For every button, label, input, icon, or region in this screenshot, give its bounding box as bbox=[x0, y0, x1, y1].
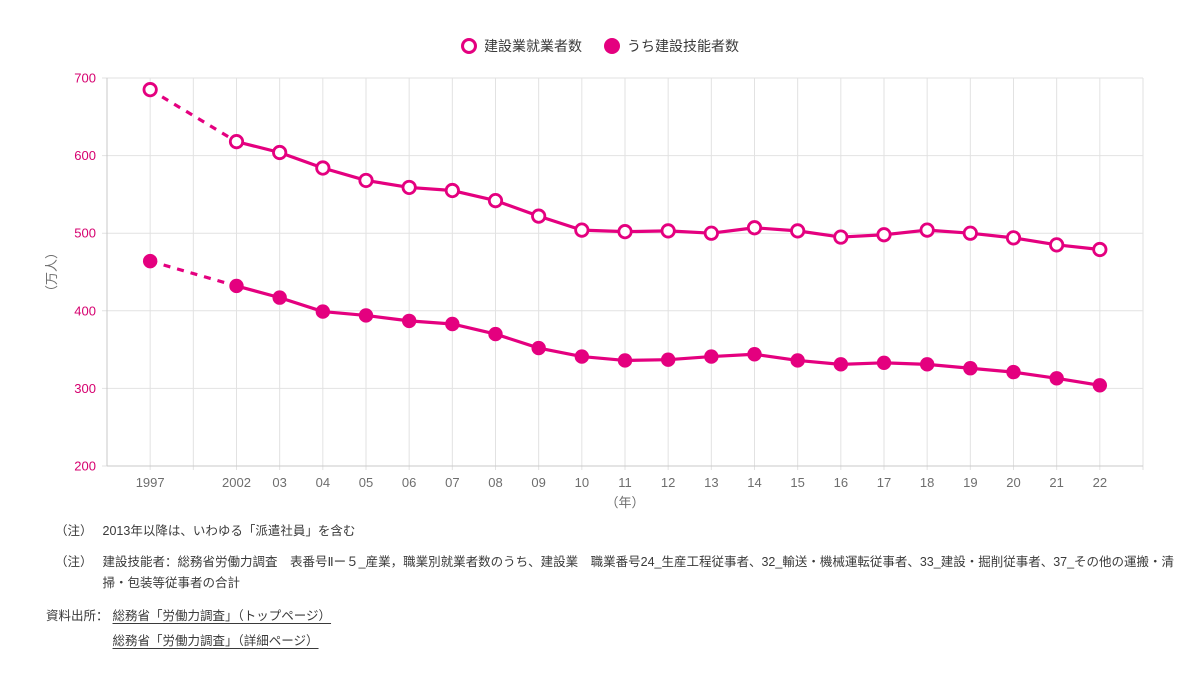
y-axis-tick-label: 200 bbox=[74, 459, 96, 474]
note-2: （注） 建設技能者：総務省労働力調査 表番号Ⅱー５_産業，職業別就業者数のうち、… bbox=[55, 552, 1175, 594]
data-point-open bbox=[833, 229, 849, 245]
y-axis-title: （万人） bbox=[44, 246, 59, 298]
filled-circle-marker-icon bbox=[604, 38, 620, 54]
source-link-top-page[interactable]: 総務省「労働力調査」（トップページ） bbox=[112, 609, 332, 623]
y-axis-tick-label: 600 bbox=[74, 148, 96, 163]
data-point-filled bbox=[229, 278, 244, 294]
x-axis-tick-label: 17 bbox=[877, 475, 891, 490]
data-point-open bbox=[617, 224, 633, 240]
note-label: （注） bbox=[55, 524, 93, 538]
data-point-open bbox=[660, 223, 676, 239]
data-point-filled bbox=[1049, 371, 1064, 386]
data-point-open bbox=[1092, 241, 1108, 258]
data-point-open bbox=[746, 220, 763, 236]
data-point-filled bbox=[833, 357, 849, 372]
data-point-open bbox=[358, 172, 374, 189]
data-point-filled bbox=[574, 349, 590, 364]
data-point-filled bbox=[531, 340, 546, 356]
x-axis-tick-label: 22 bbox=[1093, 475, 1107, 490]
data-point-open bbox=[790, 223, 806, 239]
data-point-open bbox=[574, 222, 590, 238]
line-chart: 200 300 400 500 600 700 1997 2002 03 04 05 06 07 08 09… bbox=[44, 71, 1144, 510]
x-axis-tick-label: 04 bbox=[316, 475, 330, 490]
data-point-filled bbox=[315, 304, 331, 319]
x-axis-tick-label: 1997 bbox=[136, 475, 165, 490]
note-label: （注） bbox=[55, 555, 93, 569]
note-1: （注） 2013年以降は、いわゆる「派遣社員」を含む bbox=[55, 521, 355, 542]
data-point-open bbox=[444, 182, 460, 199]
source-label: 資料出所： bbox=[46, 609, 109, 623]
x-axis-tick-label: 13 bbox=[704, 475, 718, 490]
data-point-open bbox=[962, 225, 978, 241]
data-point-filled bbox=[1092, 378, 1108, 393]
x-axis-tick-label: 2002 bbox=[222, 475, 251, 490]
data-point-filled bbox=[790, 353, 805, 368]
x-axis-tick-label: 20 bbox=[1006, 475, 1020, 490]
data-point-open bbox=[315, 160, 331, 176]
legend-item-skilled-workers: うち建設技能者数 bbox=[604, 36, 739, 56]
series-dashed-segment bbox=[149, 259, 237, 288]
data-point-filled bbox=[358, 308, 374, 323]
data-point-filled bbox=[704, 349, 719, 364]
note-text: 2013年以降は、いわゆる「派遣社員」を含む bbox=[102, 524, 356, 538]
legend-label: 建設業就業者数 bbox=[484, 38, 582, 54]
source-attribution: 資料出所： 総務省「労働力調査」（トップページ） 総務省「労働力調査」（詳細ペー… bbox=[46, 606, 341, 652]
data-point-open bbox=[487, 193, 504, 209]
x-axis-title: （年） bbox=[605, 495, 644, 510]
data-point-filled bbox=[272, 290, 287, 305]
data-point-open bbox=[1049, 237, 1065, 253]
data-point-filled bbox=[660, 352, 676, 367]
x-axis-tick-label: 07 bbox=[445, 475, 459, 490]
x-axis-tick-label: 10 bbox=[575, 475, 589, 490]
x-axis-tick-label: 08 bbox=[488, 475, 502, 490]
data-point-open bbox=[1005, 230, 1022, 246]
data-point-filled bbox=[747, 347, 762, 362]
data-point-filled bbox=[919, 357, 935, 372]
data-point-open bbox=[401, 179, 417, 196]
data-point-open bbox=[919, 222, 935, 238]
note-text: 建設技能者：総務省労働力調査 表番号Ⅱー５_産業，職業別就業者数のうち、建設業 … bbox=[102, 555, 1175, 590]
y-axis-tick-label: 400 bbox=[74, 303, 96, 318]
data-point-filled bbox=[963, 361, 978, 376]
data-point-filled bbox=[1006, 364, 1021, 380]
legend-item-employment: 建設業就業者数 bbox=[461, 36, 582, 56]
data-point-open bbox=[531, 208, 547, 224]
x-axis-tick-label: 14 bbox=[747, 475, 761, 490]
data-point-filled bbox=[445, 316, 460, 332]
x-axis-tick-label: 06 bbox=[402, 475, 416, 490]
data-point-filled bbox=[401, 313, 417, 329]
series-dashed-segment bbox=[149, 88, 238, 144]
chart-legend: 建設業就業者数 うち建設技能者数 bbox=[0, 36, 1200, 56]
x-axis-tick-label: 03 bbox=[272, 475, 286, 490]
x-axis-tick-label: 18 bbox=[920, 475, 934, 490]
y-axis-tick-label: 300 bbox=[74, 381, 96, 396]
source-link-detail-page[interactable]: 総務省「労働力調査」（詳細ページ） bbox=[112, 634, 319, 648]
y-axis-tick-label: 500 bbox=[74, 226, 96, 241]
x-axis-tick-label: 11 bbox=[618, 475, 632, 490]
data-point-filled bbox=[617, 353, 633, 368]
y-axis-tick-label: 700 bbox=[74, 71, 96, 86]
data-point-filled bbox=[488, 326, 503, 342]
data-point-filled bbox=[876, 355, 892, 370]
data-point-open bbox=[228, 134, 245, 150]
open-circle-marker-icon bbox=[461, 38, 477, 54]
x-axis-tick-label: 15 bbox=[790, 475, 804, 490]
data-point-open bbox=[876, 227, 892, 243]
x-axis-tick-label: 09 bbox=[531, 475, 545, 490]
data-point-filled bbox=[142, 253, 158, 269]
data-point-open bbox=[272, 144, 288, 161]
x-axis-tick-label: 16 bbox=[834, 475, 848, 490]
x-axis-tick-label: 19 bbox=[963, 475, 977, 490]
data-point-open bbox=[142, 82, 158, 98]
x-axis-tick-label: 12 bbox=[661, 475, 675, 490]
data-point-open bbox=[703, 225, 719, 241]
x-axis-tick-label: 05 bbox=[359, 475, 373, 490]
legend-label: うち建設技能者数 bbox=[627, 38, 739, 54]
x-axis-tick-label: 21 bbox=[1049, 475, 1063, 490]
